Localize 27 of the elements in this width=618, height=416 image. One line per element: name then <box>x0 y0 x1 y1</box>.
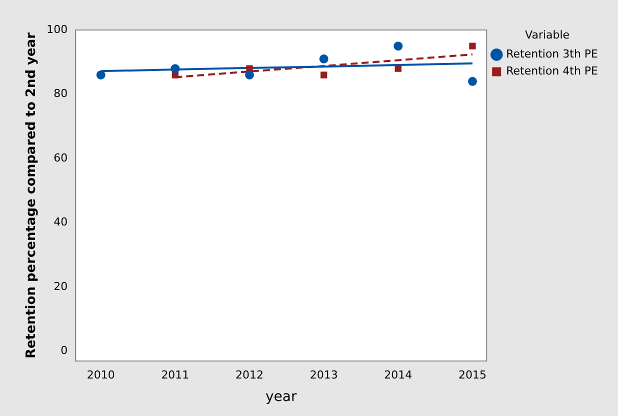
point <box>245 70 254 80</box>
x-axis-title: year <box>265 389 297 406</box>
legend-label: Retention 4th PE <box>506 64 598 78</box>
point <box>320 72 328 78</box>
y-tick-label: 20 <box>54 280 68 293</box>
point <box>170 64 180 74</box>
x-tick-label: 2014 <box>384 368 412 382</box>
point <box>394 42 403 51</box>
point <box>96 70 106 80</box>
y-tick-label: 40 <box>54 216 68 229</box>
point <box>319 54 328 64</box>
point <box>468 76 477 86</box>
x-tick-label: 2011 <box>161 368 190 382</box>
x-tick-label: 2015 <box>458 368 486 382</box>
point <box>246 65 253 72</box>
point <box>394 65 402 72</box>
y-axis-title: Retention percentage compared to 2nd year <box>24 32 40 359</box>
y-tick-label: 80 <box>54 87 68 100</box>
y-tick-label: 0 <box>60 344 68 358</box>
x-tick-label: 2010 <box>86 368 115 382</box>
x-tick-label: 2013 <box>310 368 338 382</box>
x-tick-label: 2012 <box>236 368 264 382</box>
legend-title: Variable <box>525 28 570 42</box>
legend-label: Retention 3th PE <box>506 48 598 61</box>
y-tick-label: 60 <box>54 151 68 164</box>
y-tick-label: 100 <box>46 22 68 36</box>
point <box>469 42 476 50</box>
